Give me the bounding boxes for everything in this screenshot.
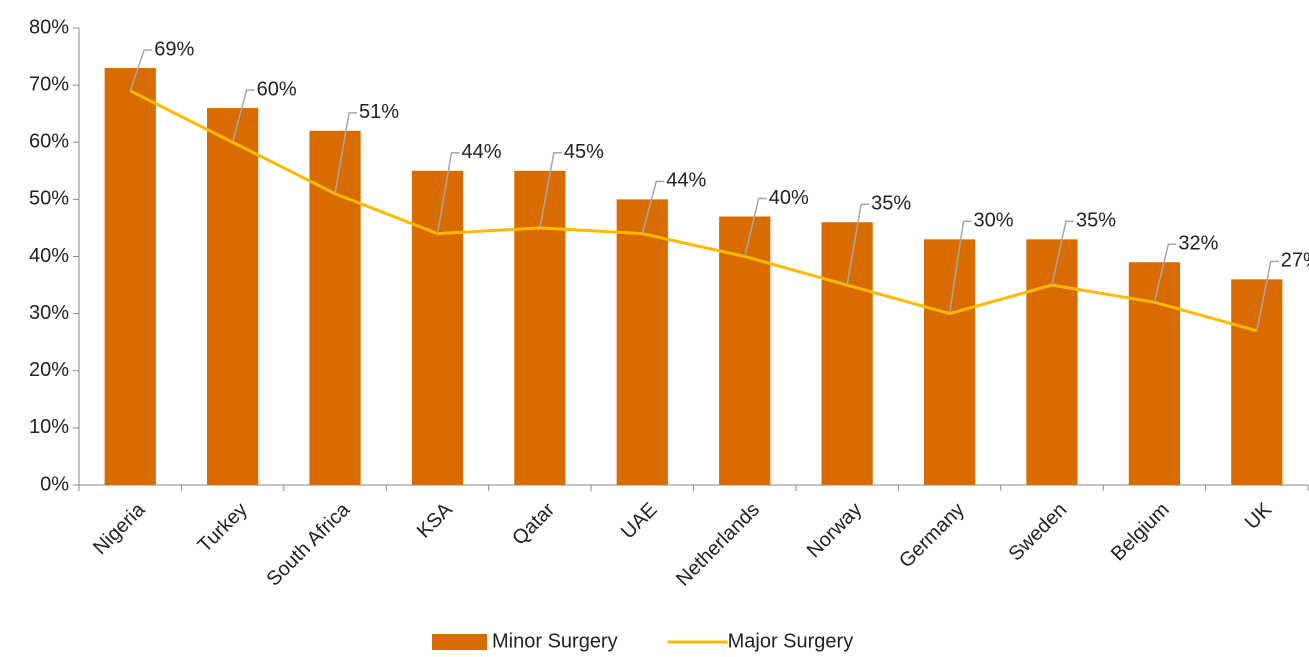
leader-line xyxy=(948,220,972,314)
x-tick-label: Turkey xyxy=(194,499,252,557)
bar xyxy=(411,170,464,485)
data-label: 32% xyxy=(1178,232,1218,254)
bar xyxy=(821,222,873,485)
y-tick-label: 40% xyxy=(29,245,69,267)
x-tick-label: Germany xyxy=(895,499,969,573)
bar xyxy=(616,199,668,485)
data-label: 60% xyxy=(257,78,297,100)
data-label: 45% xyxy=(564,141,604,163)
data-label: 69% xyxy=(154,38,194,60)
x-tick-label: Sweden xyxy=(1005,499,1072,566)
leader-line xyxy=(846,203,870,286)
data-label: 51% xyxy=(359,101,399,123)
leader-line xyxy=(641,180,665,234)
y-tick-label: 0% xyxy=(40,473,69,495)
leader-line xyxy=(334,112,358,194)
x-tick-label: KSA xyxy=(413,498,457,542)
legend-label: Major Surgery xyxy=(728,630,854,652)
x-tick-label: UK xyxy=(1241,498,1277,534)
data-label: 35% xyxy=(1076,210,1116,232)
data-label: 40% xyxy=(769,187,809,209)
y-tick-label: 50% xyxy=(29,188,69,210)
leader-line xyxy=(1153,243,1177,303)
data-label: 44% xyxy=(666,170,706,192)
y-tick-label: 60% xyxy=(29,131,69,153)
y-tick-label: 70% xyxy=(29,73,69,95)
leader-line xyxy=(436,152,460,234)
bar xyxy=(104,67,156,486)
x-tick-label: Belgium xyxy=(1107,499,1174,566)
y-tick-label: 20% xyxy=(29,359,69,381)
y-tick-label: 80% xyxy=(29,16,69,38)
data-label: 35% xyxy=(871,193,911,215)
bar xyxy=(923,239,976,485)
x-tick-label: South Africa xyxy=(262,498,354,590)
bar xyxy=(207,107,259,485)
leader-line xyxy=(129,49,153,92)
leader-line xyxy=(743,197,767,257)
data-label: 44% xyxy=(461,141,501,163)
leader-line xyxy=(1051,220,1074,286)
x-tick-label: Norway xyxy=(803,499,866,562)
data-label: 27% xyxy=(1281,250,1309,272)
x-tick-label: UAE xyxy=(617,499,662,544)
x-tick-label: Nigeria xyxy=(89,498,150,559)
leader-line xyxy=(1256,260,1279,331)
leader-line xyxy=(539,152,562,229)
y-tick-label: 10% xyxy=(29,416,69,438)
bar xyxy=(1026,239,1078,485)
y-tick-label: 30% xyxy=(29,302,69,324)
bar xyxy=(1231,279,1283,485)
x-tick-label: Netherlands xyxy=(672,499,764,591)
line xyxy=(129,89,1258,333)
leader-line xyxy=(231,89,255,143)
data-label: 30% xyxy=(974,210,1014,232)
bar xyxy=(514,170,566,485)
legend-swatch xyxy=(432,634,487,650)
legend-label: Minor Surgery xyxy=(492,630,618,652)
bar xyxy=(1128,262,1180,485)
x-tick-label: Qatar xyxy=(508,498,559,549)
